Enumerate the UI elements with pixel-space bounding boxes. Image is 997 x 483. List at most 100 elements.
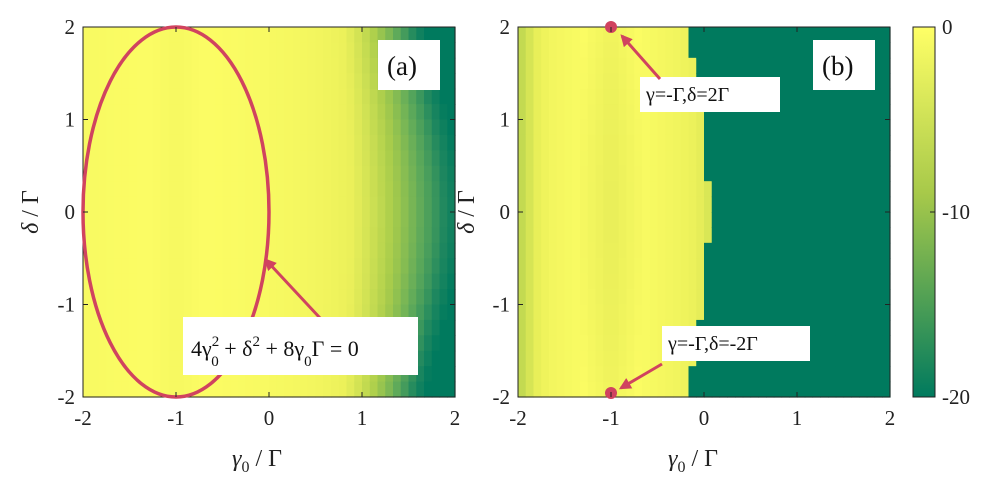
heatmap-cell <box>439 165 448 182</box>
heatmap-cell <box>230 27 239 44</box>
heatmap-cell <box>564 258 573 275</box>
heatmap-cell <box>556 73 566 90</box>
heatmap-cell <box>114 381 123 398</box>
heatmap-cell <box>804 304 814 321</box>
heatmap-cell <box>696 119 705 136</box>
heatmap-cell <box>362 304 371 321</box>
heatmap-cell <box>735 134 744 151</box>
heatmap-cell <box>696 150 705 167</box>
heatmap-cell <box>98 273 107 290</box>
heatmap-cell <box>238 134 247 151</box>
heatmap-cell <box>611 181 620 198</box>
heatmap-cell <box>346 381 355 398</box>
heatmap-cell <box>160 350 169 367</box>
heatmap-cell <box>269 27 278 44</box>
heatmap-cell <box>711 196 721 213</box>
heatmap-cell <box>611 227 620 244</box>
heatmap-cell <box>595 165 604 182</box>
heatmap-cell <box>183 289 193 306</box>
heatmap-cell <box>214 27 224 44</box>
heatmap-cell <box>106 258 115 275</box>
heatmap-cell <box>307 88 317 105</box>
heatmap-cell <box>688 258 697 275</box>
heatmap-cell <box>183 42 193 59</box>
heatmap-cell <box>168 73 177 90</box>
heatmap-cell <box>874 273 883 290</box>
heatmap-cell <box>323 119 332 136</box>
heatmap-cell <box>183 181 193 198</box>
heatmap-cell <box>773 104 783 121</box>
heatmap-cell <box>354 150 363 167</box>
heatmap-cell <box>447 181 456 198</box>
heatmap-cell <box>400 227 410 244</box>
heatmap-cell <box>83 242 92 259</box>
heatmap-cell <box>533 335 542 352</box>
heatmap-cell <box>424 273 433 290</box>
heatmap-cell <box>882 42 891 59</box>
heatmap-cell <box>533 119 542 136</box>
heatmap-cell <box>742 57 752 74</box>
heatmap-cell <box>207 150 216 167</box>
heatmap-cell <box>518 381 527 398</box>
heatmap-cell <box>533 319 542 336</box>
heatmap-cell <box>518 150 527 167</box>
heatmap-cell <box>649 134 659 151</box>
heatmap-cell <box>882 134 891 151</box>
heatmap-cell <box>307 258 317 275</box>
heatmap-cell <box>377 289 386 306</box>
heatmap-cell <box>642 242 651 259</box>
heatmap-cell <box>214 212 224 229</box>
heatmap-cell <box>90 350 100 367</box>
heatmap-cell <box>315 181 324 198</box>
heatmap-cell <box>121 304 131 321</box>
heatmap-cell <box>315 73 324 90</box>
heatmap-cell <box>727 42 736 59</box>
heatmap-cell <box>711 165 721 182</box>
heatmap-cell <box>284 104 293 121</box>
heatmap-cell <box>393 304 402 321</box>
heatmap-cell <box>688 27 697 44</box>
heatmap-cell <box>719 273 728 290</box>
heatmap-cell <box>307 273 317 290</box>
heatmap-cell <box>711 134 721 151</box>
heatmap-cell <box>866 381 876 398</box>
heatmap-cell <box>696 196 705 213</box>
heatmap-cell <box>789 289 798 306</box>
heatmap-cell <box>766 181 775 198</box>
heatmap-cell <box>688 119 697 136</box>
heatmap-cell <box>673 258 682 275</box>
heatmap-cell <box>431 381 441 398</box>
heatmap-cell <box>618 212 628 229</box>
heatmap-cell <box>230 134 239 151</box>
heatmap-cell <box>680 42 690 59</box>
heatmap-cell <box>859 258 868 275</box>
heatmap-cell <box>657 104 666 121</box>
heatmap-cell <box>603 42 612 59</box>
heatmap-cell <box>525 304 535 321</box>
heatmap-cell <box>377 212 386 229</box>
heatmap-cell <box>362 289 371 306</box>
heatmap-cell <box>696 227 705 244</box>
heatmap-cell <box>137 258 146 275</box>
heatmap-cell <box>385 181 394 198</box>
heatmap-cell <box>238 273 247 290</box>
heatmap-cell <box>191 181 200 198</box>
heatmap-cell <box>207 212 216 229</box>
heatmap-cell <box>176 181 185 198</box>
heatmap-cell <box>820 227 829 244</box>
heatmap-cell <box>346 212 355 229</box>
heatmap-cell <box>665 304 674 321</box>
heatmap-cell <box>611 242 620 259</box>
heatmap-cell <box>214 181 224 198</box>
heatmap-cell <box>145 335 154 352</box>
heatmap-cell <box>424 181 433 198</box>
heatmap-cell <box>564 304 573 321</box>
heatmap-cell <box>750 242 759 259</box>
heatmap-cell <box>882 242 891 259</box>
heatmap-cell <box>269 73 278 90</box>
heatmap-cell <box>572 181 581 198</box>
heatmap-cell <box>611 350 620 367</box>
heatmap-cell <box>160 242 169 259</box>
heatmap-cell <box>160 27 169 44</box>
